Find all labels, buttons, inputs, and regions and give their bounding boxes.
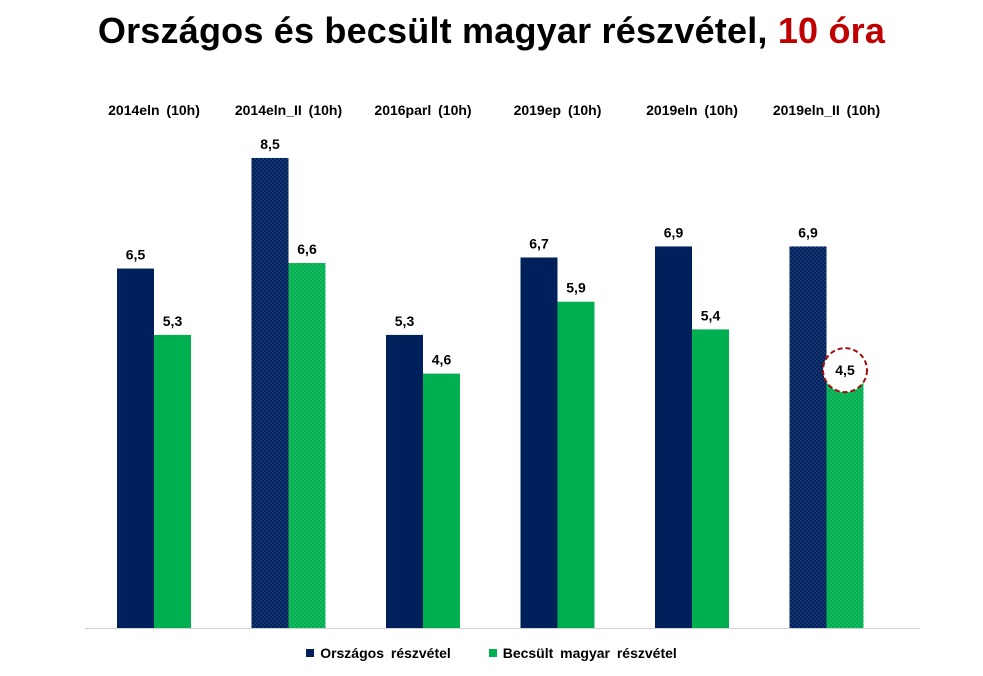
value-label-hungarian-2014eln-ii-10h: 6,6 — [297, 241, 317, 257]
legend-swatch-hungarian — [488, 649, 497, 657]
bar-hungarian-2016parl-10h — [423, 373, 460, 628]
bar-national-2016parl-10h — [386, 334, 423, 628]
value-label-hungarian-2019eln-10h: 5,4 — [701, 307, 721, 323]
value-label-hungarian-2014eln-10h: 5,3 — [163, 313, 183, 329]
legend-swatch-national — [306, 649, 315, 657]
highlight-circle — [822, 347, 868, 394]
chart-legend: Országos részvétel Becsült magyar részvé… — [0, 645, 983, 661]
legend-label-national: Országos részvétel — [320, 645, 451, 661]
category-label-2019eln-ii-10h: 2019eln_II (10h) — [773, 102, 880, 118]
bar-national-2014eln-10h — [117, 268, 154, 628]
category-label-2014eln-10h: 2014eln (10h) — [108, 102, 200, 118]
value-label-national-2019eln-ii-10h: 6,9 — [798, 224, 818, 240]
bar-national-2014eln-ii-10h — [251, 157, 289, 628]
bar-national-2019ep-10h — [520, 257, 558, 628]
category-label-2014eln-ii-10h: 2014eln_II (10h) — [235, 102, 342, 118]
value-label-national-2014eln-10h: 6,5 — [126, 247, 146, 263]
legend-label-hungarian: Becsült magyar részvétel — [502, 645, 677, 661]
legend-item-hungarian: Becsült magyar részvétel — [488, 645, 677, 661]
value-label-national-2014eln-ii-10h: 8,5 — [260, 136, 280, 152]
bar-hungarian-2019eln-ii-10h — [826, 379, 864, 628]
value-label-national-2016parl-10h: 5,3 — [395, 313, 415, 329]
value-label-hungarian-2019eln-ii-10h: 4,5 — [835, 362, 855, 378]
chart-title-main: Országos és becsült magyar részvétel, — [97, 10, 768, 51]
legend-item-national: Országos részvétel — [306, 645, 451, 661]
bar-hungarian-2014eln-ii-10h — [288, 263, 326, 628]
bar-hungarian-2019ep-10h — [557, 301, 595, 628]
value-label-national-2019eln-10h: 6,9 — [664, 224, 684, 240]
value-label-hungarian-2016parl-10h: 4,6 — [432, 352, 452, 368]
chart-title-accent: 10 óra — [777, 10, 886, 51]
bar-hungarian-2014eln-10h — [154, 334, 191, 628]
bar-hungarian-2019eln-10h — [692, 329, 729, 628]
value-label-national-2019ep-10h: 6,7 — [529, 235, 549, 251]
bar-national-2019eln-10h — [655, 246, 692, 628]
category-label-2016parl-10h: 2016parl (10h) — [374, 102, 471, 118]
category-label-2019eln-10h: 2019eln (10h) — [646, 102, 738, 118]
bar-national-2019eln-ii-10h — [789, 246, 827, 628]
category-label-2019ep-10h: 2019ep (10h) — [514, 102, 602, 118]
value-label-hungarian-2019ep-10h: 5,9 — [566, 280, 586, 296]
chart-title: Országos és becsült magyar részvétel, 10… — [0, 10, 983, 52]
